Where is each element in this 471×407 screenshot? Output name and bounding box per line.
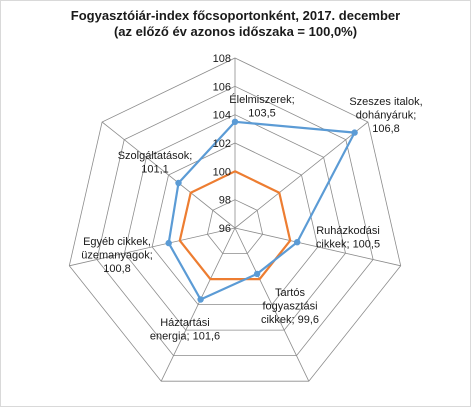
grid-ring (96, 85, 374, 357)
series-layer (165, 118, 358, 303)
category-label-line: Élelmiszerek; (229, 93, 294, 106)
tick-label: 102 (213, 138, 231, 150)
category-label-line: 103,5 (248, 108, 276, 120)
chart-title-line-2: (az előző év azonos időszaka = 100,0%) (113, 24, 358, 39)
category-label-line: 101,1 (141, 164, 169, 176)
category-label-line: Szolgáltatások; (118, 150, 193, 162)
category-label-line: dohányáruk; (356, 110, 417, 122)
series-point (197, 296, 204, 303)
category-label-line: Egyéb cikkek, (83, 236, 151, 248)
category-label: Szolgáltatások; 101,1 (118, 150, 193, 176)
grid-spoke (101, 121, 236, 229)
grid-spoke (69, 227, 236, 267)
series-point (231, 118, 239, 126)
category-label-line: fogyasztási (262, 301, 317, 313)
reference-line-100 (178, 170, 292, 281)
reference-layer (178, 170, 292, 281)
chart-title: Fogyasztóiár-index főcsoportonként, 2017… (1, 8, 470, 40)
series-point (253, 270, 261, 278)
grid-ring (68, 57, 402, 382)
category-label-line: cikkek; 99,6 (261, 314, 319, 326)
tick-label: 108 (213, 53, 231, 65)
tick-label-layer: 96 98 100 102 104 106 108 (213, 53, 231, 235)
grid-spoke (160, 227, 236, 382)
category-label: Egyéb cikkek, üzemanyagok;100,8 (81, 236, 153, 275)
tick-label: 106 (213, 81, 231, 93)
category-label-line: Szeszes italok, (349, 96, 422, 108)
series-point (175, 179, 182, 187)
tick-label: 98 (219, 195, 231, 207)
category-label: Háztartási energia; 101,6 (150, 317, 220, 343)
category-label-line: energia; 101,6 (150, 331, 220, 343)
category-label-line: Ruházkodási (316, 225, 380, 237)
grid-spoke (234, 227, 401, 267)
series-line (167, 120, 357, 301)
category-label-line: Háztartási (160, 317, 210, 329)
category-label-line: cikkek; 100,5 (316, 239, 380, 251)
grid-spoke (234, 227, 310, 382)
grid-ring (124, 114, 346, 331)
category-label-line: 100,8 (103, 263, 131, 275)
category-label: Ruházkodási cikkek; 100,5 (316, 225, 380, 251)
grid-ring (206, 199, 264, 254)
tick-label: 96 (219, 223, 231, 235)
category-label: Szeszes italok, dohányáruk;106,8 (349, 96, 422, 135)
category-label-layer: Élelmiszerek; 103,5 Szeszes italok, dohányá… (81, 93, 422, 343)
chart-title-line-1: Fogyasztóiár-index főcsoportonként, 2017… (70, 8, 401, 23)
category-label-line: Tartós (275, 287, 305, 299)
grid-spoke (234, 121, 369, 229)
tick-label: 104 (213, 110, 231, 122)
series-point (165, 239, 172, 247)
grid-ring (151, 142, 319, 306)
category-label-line: 106,8 (372, 123, 400, 135)
series-point (294, 239, 301, 246)
series-point (351, 129, 358, 136)
category-label: Élelmiszerek; 103,5 (229, 93, 294, 120)
category-label-line: üzemanyagok; (81, 250, 153, 262)
tick-label: 100 (213, 166, 231, 178)
